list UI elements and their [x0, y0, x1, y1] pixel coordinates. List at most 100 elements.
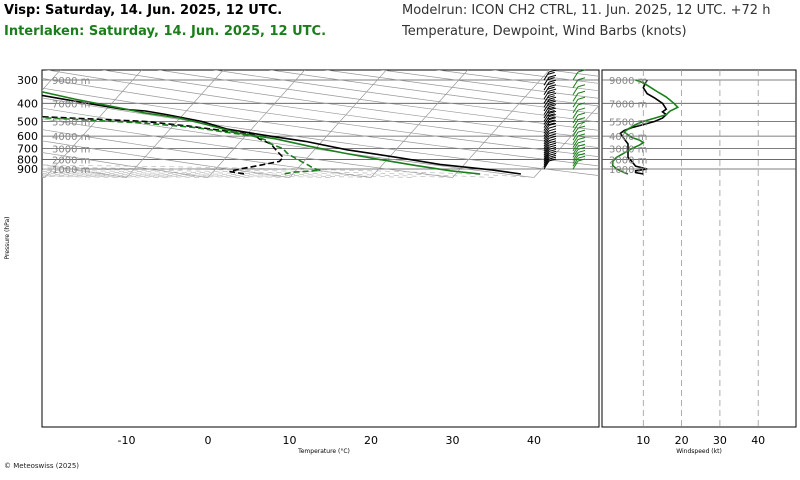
wind-barb-visp: [543, 138, 557, 149]
wind-barb-visp: [543, 140, 557, 152]
dry-adiabat: [379, 70, 599, 99]
pressure-tick-label: 800: [17, 153, 38, 166]
model-run-label: Modelrun: ICON CH2 CTRL, 11. Jun. 2025, …: [402, 3, 771, 18]
temperature-tick-label: -10: [118, 434, 136, 447]
height-label: 4000 m: [52, 132, 90, 143]
wind-barb-visp: [543, 96, 557, 108]
wind-barb-visp: [543, 130, 557, 142]
wind-barb-interlaken: [572, 117, 586, 128]
wind-barb-visp: [543, 104, 557, 115]
wind-barb-interlaken: [572, 140, 586, 152]
title-interlaken: Interlaken: Saturday, 14. Jun. 2025, 12 …: [4, 24, 327, 39]
wind-height-label: 7000 m: [609, 99, 647, 110]
windspeed-tick-label: 10: [636, 434, 650, 447]
pressure-tick-label: 700: [17, 143, 38, 156]
wind-barb-interlaken: [572, 146, 586, 158]
wind-barb-visp: [543, 69, 557, 81]
dry-adiabat: [42, 140, 290, 178]
dry-adiabat: [212, 70, 599, 123]
pressure-tick-label: 600: [17, 130, 38, 143]
variables-label: Temperature, Dewpoint, Wind Barbs (knots…: [402, 24, 687, 39]
visp-windspeed-line: [619, 79, 668, 175]
wind-barb-interlaken: [572, 133, 586, 145]
dry-adiabat: [42, 87, 599, 167]
wind-barb-interlaken: [572, 96, 586, 108]
wind-barb-visp: [543, 148, 557, 160]
interlaken-windspeed-line: [611, 79, 680, 175]
wind-barb-interlaken: [572, 155, 586, 167]
temperature-tick-label: 30: [446, 434, 460, 447]
wind-barb-interlaken: [572, 121, 586, 133]
wind-barb-interlaken: [572, 143, 586, 155]
dry-adiabat: [42, 152, 209, 178]
height-label: 2000 m: [52, 155, 90, 166]
dry-adiabat: [323, 70, 599, 107]
wind-height-label: 1000 m: [609, 165, 647, 176]
height-label: 1000 m: [52, 165, 90, 176]
wind-barb-interlaken: [572, 90, 586, 102]
pressure-tick-label: 900: [17, 163, 38, 176]
visp-dewpoint-line: [42, 115, 285, 175]
wind-barb-visp: [543, 125, 557, 137]
pressure-tick-label: 400: [17, 97, 38, 110]
dry-adiabat: [268, 70, 599, 115]
wind-barb-visp: [543, 88, 557, 100]
height-label: 3000 m: [52, 145, 90, 156]
wind-barb-interlaken: [572, 84, 586, 96]
temperature-tick-label: 20: [364, 434, 378, 447]
wind-barb-visp: [543, 156, 557, 168]
temperature-tick-label: 0: [205, 434, 212, 447]
dry-adiabat: [42, 107, 535, 178]
title-visp: Visp: Saturday, 14. Jun. 2025, 12 UTC.: [4, 3, 283, 18]
wind-barb-visp: [543, 122, 557, 134]
wind-height-label: 5500 m: [609, 117, 647, 128]
wind-barb-visp: [543, 79, 557, 91]
height-label: 7000 m: [52, 99, 90, 110]
windspeed-tick-label: 20: [675, 434, 689, 447]
wind-barb-visp: [543, 84, 557, 96]
interlaken-dewpoint-line: [42, 116, 321, 175]
dry-adiabat: [156, 70, 599, 131]
wind-barb-visp: [543, 158, 557, 170]
wind-barb-visp: [543, 74, 557, 86]
pressure-tick-label: 300: [17, 74, 38, 87]
wind-barb-visp: [543, 144, 557, 156]
wind-barb-visp: [543, 117, 557, 128]
windspeed-tick-label: 40: [751, 434, 765, 447]
wind-barb-interlaken: [572, 125, 586, 137]
wind-barb-visp: [543, 152, 557, 164]
wind-barb-interlaken: [572, 129, 586, 141]
wind-barb-interlaken: [572, 136, 586, 148]
wind-barb-visp: [543, 107, 557, 119]
wind-barb-visp: [543, 114, 557, 125]
isotherm: [289, 70, 387, 178]
wind-barb-visp: [543, 128, 557, 140]
wind-barb-visp: [543, 154, 557, 166]
isotherm: [42, 70, 61, 91]
windspeed-axis-label: Windspeed (kt): [676, 448, 722, 455]
height-label: 5500 m: [52, 117, 90, 128]
windspeed-tick-label: 30: [713, 434, 727, 447]
wind-height-label: 9000 m: [609, 76, 647, 87]
wind-barb-interlaken: [572, 107, 586, 119]
wind-barb-interlaken: [572, 77, 586, 88]
wind-barb-interlaken: [572, 69, 586, 81]
wind-barb-interlaken: [572, 149, 586, 161]
visp-temperature-line: [42, 94, 522, 175]
wind-barb-interlaken: [572, 158, 586, 170]
wind-height-label: 2000 m: [609, 155, 647, 166]
temperature-tick-label: 10: [283, 434, 297, 447]
wind-barb-visp: [543, 120, 557, 131]
dry-adiabat: [42, 129, 372, 178]
windspeed-frame: [601, 69, 797, 428]
copyright: © Meteoswiss (2025): [4, 462, 80, 470]
x-axis-label: Temperature (°C): [297, 448, 350, 455]
height-label: 9000 m: [52, 76, 90, 87]
wind-barb-visp: [543, 110, 557, 122]
isotherm: [44, 70, 143, 178]
wind-barb-visp: [543, 133, 557, 145]
wind-barb-visp: [543, 100, 557, 112]
wind-barb-visp: [543, 146, 557, 158]
wind-barb-interlaken: [572, 102, 586, 114]
